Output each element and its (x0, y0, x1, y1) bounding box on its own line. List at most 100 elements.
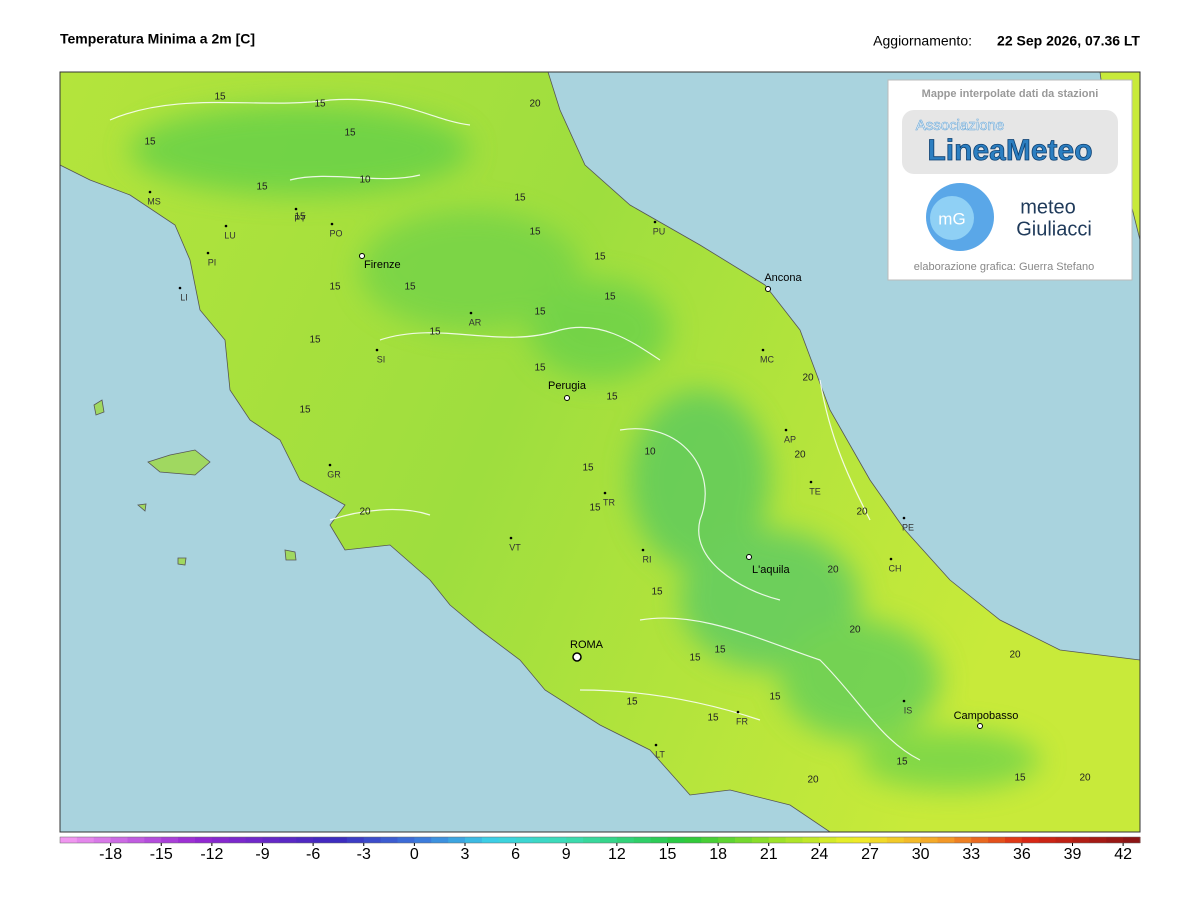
colorbar-segment (465, 837, 483, 843)
mg-badge: mG (938, 209, 965, 228)
colorbar-segment (1005, 837, 1023, 843)
colorbar-tick-label: 15 (659, 846, 677, 863)
colorbar-segment (76, 837, 95, 843)
colorbar-tick-label: 30 (912, 846, 930, 863)
colorbar-segment (532, 837, 550, 843)
province-label: MC (760, 354, 774, 364)
city-label: ROMA (570, 639, 604, 651)
province-label: GR (327, 469, 341, 479)
province-label: AR (469, 317, 482, 327)
colorbar-tick-label: -9 (255, 846, 269, 863)
contour-label: 15 (294, 212, 306, 223)
province-dot (148, 190, 152, 194)
province-dot (328, 463, 332, 467)
colorbar-tick-label: 24 (810, 846, 828, 863)
colorbar-segment (1106, 837, 1124, 843)
colorbar-segment (431, 837, 449, 843)
contour-label: 15 (429, 327, 441, 338)
colorbar-segment (1055, 837, 1073, 843)
colorbar-tick-label: -6 (306, 846, 320, 863)
colorbar-segment (886, 837, 905, 843)
colorbar-tick-label: 0 (410, 846, 419, 863)
colorbar-segment (819, 837, 837, 843)
province-label: PO (329, 228, 342, 238)
contour-label: 15 (626, 697, 638, 708)
contour-label: 15 (309, 335, 321, 346)
colorbar-segment (178, 837, 196, 843)
province-dot (469, 311, 473, 315)
province-label: PT (294, 213, 306, 223)
contour-label: 20 (359, 507, 371, 518)
province-label: RI (643, 554, 652, 564)
province-label: MS (147, 196, 161, 206)
province-label: CH (889, 563, 902, 573)
update-label: Aggiornamento: (873, 33, 972, 49)
contour-label: 15 (534, 363, 546, 374)
colorbar-segment (296, 837, 314, 843)
logo-association: Associazione (916, 117, 1004, 134)
contour-label: 20 (1079, 773, 1091, 784)
colorbar-segment (245, 837, 263, 843)
colorbar-segment (802, 837, 820, 843)
colorbar-tick-label: 39 (1064, 846, 1082, 863)
city-marker (746, 554, 752, 560)
colorbar-segment (549, 837, 567, 843)
province-label: PU (653, 226, 666, 236)
colorbar-segment (971, 837, 989, 843)
contour-label: 15 (314, 99, 326, 110)
province-label: TE (809, 486, 821, 496)
colorbar-tick-label: 18 (709, 846, 727, 863)
city-label: Campobasso (954, 710, 1019, 722)
colorbar-tick-label: 6 (511, 846, 520, 863)
contour-label: 15 (714, 645, 726, 656)
map-frame (59, 71, 1141, 833)
province-dot (603, 491, 607, 495)
colorbar-segment (1038, 837, 1057, 843)
province-dot (294, 207, 298, 211)
colorbar-segment (751, 837, 770, 843)
province-dot (654, 743, 658, 747)
colorbar-segment (498, 837, 517, 843)
province-dot (375, 348, 379, 352)
colorbar-segment (1089, 837, 1107, 843)
province-label: LU (224, 230, 236, 240)
colorbar-segment (127, 837, 145, 843)
province-dot (736, 710, 740, 714)
city-label: Firenze (364, 259, 401, 271)
colorbar-segment (279, 837, 297, 843)
colorbar-segment (600, 837, 618, 843)
logo-caption: Mappe interpolate dati da stazioni (922, 88, 1099, 100)
colorbar-segment (937, 837, 955, 843)
colorbar-segment (853, 837, 871, 843)
colorbar-tick-label: 12 (608, 846, 626, 863)
colorbar-segment (616, 837, 635, 843)
province-dot (784, 428, 788, 432)
contour-label: 15 (589, 503, 601, 514)
city-label: Ancona (764, 272, 802, 284)
colorbar-segment (667, 837, 685, 843)
contour-label: 20 (807, 775, 819, 786)
province-dot (902, 516, 906, 520)
province-dot (206, 251, 210, 255)
contour-label: 15 (606, 392, 618, 403)
colorbar-segment (397, 837, 415, 843)
colorbar-segment (313, 837, 331, 843)
colorbar-tick-label: -18 (99, 846, 122, 863)
city-label: L'aquila (752, 564, 790, 576)
colorbar-segment (110, 837, 128, 843)
colorbar-tick-label: 36 (1013, 846, 1031, 863)
colorbar-segment (1123, 837, 1141, 843)
colorbar-segment (363, 837, 382, 843)
contour-label: 20 (1009, 650, 1021, 661)
colorbar-segment (1021, 837, 1040, 843)
province-label: PI (208, 257, 217, 267)
province-dot (641, 548, 645, 552)
province-label: VT (509, 542, 521, 552)
islands (93, 399, 297, 566)
province-label: FR (736, 716, 748, 726)
city-label: Perugia (548, 380, 587, 392)
province-label: PE (902, 522, 914, 532)
province-dot (889, 557, 893, 561)
contour-label: 15 (651, 587, 663, 598)
contour-label: 15 (404, 282, 416, 293)
